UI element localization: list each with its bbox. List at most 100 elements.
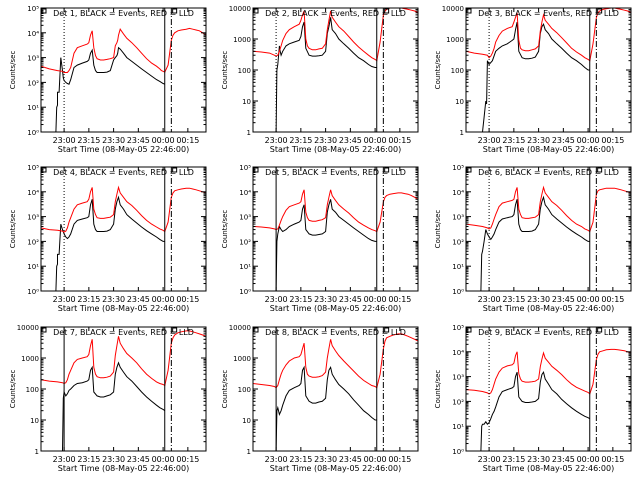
events-series-line bbox=[274, 199, 377, 291]
x-tick-label: 00:15 bbox=[388, 136, 411, 145]
panel-det-3: 23:00 23:15 23:30 23:45 00:00 00:15 1 10 100 1000… bbox=[434, 5, 632, 154]
x-tick-label: 00:00 bbox=[577, 136, 600, 145]
y-tick-label: 10000 bbox=[17, 324, 39, 332]
x-tick-label: 23:45 bbox=[552, 136, 575, 145]
x-axis-label: Start Time (08-May-05 22:46:00) bbox=[270, 464, 401, 473]
x-tick-label: 23:15 bbox=[77, 295, 100, 304]
x-tick-label: 23:00 bbox=[478, 295, 501, 304]
events-series-line bbox=[274, 17, 377, 132]
x-tick-label: 23:15 bbox=[502, 455, 525, 464]
x-tick-label: 23:15 bbox=[289, 455, 312, 464]
x-tick-label: 23:15 bbox=[502, 295, 525, 304]
end-marker-box bbox=[172, 167, 178, 173]
x-tick-label: 00:15 bbox=[176, 295, 199, 304]
panel-det-8: 23:00 23:15 23:30 23:45 00:00 00:15 1 10 100 1000… bbox=[221, 324, 419, 473]
y-tick-label: 10⁴ bbox=[452, 349, 464, 357]
x-tick-label: 00:00 bbox=[364, 136, 387, 145]
y-tick-label: 1 bbox=[460, 129, 464, 137]
y-axis-label: Counts/sec bbox=[221, 370, 229, 409]
y-axis-label: Counts/sec bbox=[434, 51, 442, 90]
y-tick-label: 10¹ bbox=[452, 263, 464, 271]
end-marker-box bbox=[384, 8, 390, 14]
x-tick-label: 23:45 bbox=[339, 295, 362, 304]
y-axis-label: Counts/sec bbox=[434, 210, 442, 249]
x-axis-label: Start Time (08-May-05 22:46:00) bbox=[58, 464, 189, 473]
panel-title: Det 4, BLACK = Events, RED = LLD bbox=[53, 168, 194, 177]
y-tick-label: 10⁵ bbox=[239, 164, 251, 172]
y-axis-label: Counts/sec bbox=[9, 210, 17, 249]
y-tick-label: 10000 bbox=[229, 5, 251, 13]
y-tick-label: 10⁵ bbox=[452, 164, 464, 172]
y-tick-label: 100 bbox=[238, 386, 251, 394]
end-marker-box bbox=[172, 8, 178, 14]
x-tick-label: 23:30 bbox=[527, 136, 550, 145]
x-tick-label: 23:45 bbox=[127, 455, 150, 464]
x-tick-label: 00:00 bbox=[364, 455, 387, 464]
plot-frame bbox=[252, 166, 419, 292]
lld-series-line bbox=[41, 185, 206, 233]
x-axis-label: Start Time (08-May-05 22:46:00) bbox=[270, 304, 401, 313]
events-series-line bbox=[54, 195, 165, 291]
panel-det-4: 23:00 23:15 23:30 23:45 00:00 00:15 10⁰ 10¹ 10² 1… bbox=[9, 164, 207, 313]
x-tick-label: 00:15 bbox=[601, 295, 624, 304]
y-tick-label: 10 bbox=[455, 98, 464, 106]
y-tick-label: 10000 bbox=[442, 5, 464, 13]
y-tick-label: 10³ bbox=[452, 374, 464, 382]
y-tick-label: 10⁰ bbox=[452, 448, 464, 456]
x-axis-label: Start Time (08-May-05 22:46:00) bbox=[483, 304, 614, 313]
panel-title: Det 8, BLACK = Events, RED = LLD bbox=[265, 328, 406, 337]
x-axis-label: Start Time (08-May-05 22:46:00) bbox=[58, 145, 189, 154]
y-tick-label: 1 bbox=[247, 129, 251, 137]
y-tick-label: 10⁰ bbox=[452, 288, 464, 296]
x-tick-label: 23:00 bbox=[478, 455, 501, 464]
x-tick-label: 23:00 bbox=[53, 136, 76, 145]
end-marker-box bbox=[384, 167, 390, 173]
x-tick-label: 23:30 bbox=[102, 455, 125, 464]
y-tick-label: 10 bbox=[242, 417, 251, 425]
panel-title: Det 5, BLACK = Events, RED = LLD bbox=[265, 168, 406, 177]
panel-det-2: 23:00 23:15 23:30 23:45 00:00 00:15 1 10 100 1000… bbox=[221, 5, 419, 154]
y-tick-label: 10² bbox=[27, 238, 39, 246]
y-tick-label: 10⁴ bbox=[27, 30, 39, 38]
x-tick-label: 00:15 bbox=[601, 136, 624, 145]
panel-title: Det 1, BLACK = Events, RED = LLD bbox=[53, 9, 194, 18]
x-tick-label: 00:00 bbox=[577, 455, 600, 464]
panel-det-7: 23:00 23:15 23:30 23:45 00:00 00:15 1 10 100 1000… bbox=[9, 324, 207, 473]
y-tick-label: 1 bbox=[247, 448, 251, 456]
x-tick-label: 23:15 bbox=[289, 136, 312, 145]
end-marker-box bbox=[597, 167, 603, 173]
x-tick-label: 00:00 bbox=[152, 455, 175, 464]
plot-frame bbox=[40, 166, 207, 292]
x-tick-label: 23:45 bbox=[127, 136, 150, 145]
lld-series-line bbox=[41, 27, 206, 73]
plot-frame bbox=[465, 166, 632, 292]
x-tick-label: 23:30 bbox=[314, 455, 337, 464]
y-tick-label: 10⁵ bbox=[27, 5, 39, 13]
x-tick-label: 00:00 bbox=[152, 136, 175, 145]
y-tick-label: 10⁵ bbox=[452, 324, 464, 332]
x-tick-label: 23:15 bbox=[289, 295, 312, 304]
x-tick-label: 00:00 bbox=[152, 295, 175, 304]
x-tick-label: 23:45 bbox=[127, 295, 150, 304]
x-tick-label: 23:00 bbox=[265, 136, 288, 145]
end-marker-box bbox=[597, 8, 603, 14]
y-tick-label: 10⁰ bbox=[27, 129, 39, 137]
events-series-line bbox=[54, 46, 165, 132]
y-tick-label: 10² bbox=[452, 238, 464, 246]
x-tick-label: 23:45 bbox=[552, 295, 575, 304]
y-tick-label: 10² bbox=[239, 238, 251, 246]
x-tick-label: 23:30 bbox=[102, 295, 125, 304]
panel-title: Det 9, BLACK = Events, RED = LLD bbox=[478, 328, 619, 337]
y-tick-label: 10⁴ bbox=[27, 189, 39, 197]
x-tick-label: 23:00 bbox=[53, 455, 76, 464]
x-tick-label: 23:45 bbox=[552, 455, 575, 464]
y-tick-label: 10000 bbox=[229, 324, 251, 332]
plot-frame bbox=[465, 326, 632, 452]
panel-title: Det 7, BLACK = Events, RED = LLD bbox=[53, 328, 194, 337]
x-tick-label: 23:30 bbox=[102, 136, 125, 145]
plot-frame bbox=[40, 7, 207, 133]
lld-series-line bbox=[466, 348, 631, 395]
y-tick-label: 10³ bbox=[27, 214, 39, 222]
panel-title: Det 2, BLACK = Events, RED = LLD bbox=[265, 9, 406, 18]
